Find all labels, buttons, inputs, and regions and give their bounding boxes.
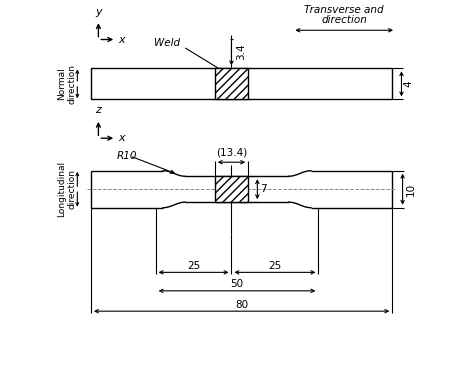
Text: Normal
direction: Normal direction xyxy=(57,64,77,104)
Text: direction: direction xyxy=(321,15,367,25)
Bar xyxy=(215,176,248,202)
Text: z: z xyxy=(95,105,101,115)
Text: y: y xyxy=(95,7,102,17)
Text: 50: 50 xyxy=(230,279,244,289)
Text: 3.4: 3.4 xyxy=(236,43,246,60)
Text: Weld: Weld xyxy=(154,38,180,48)
Text: Longitudinal
direction: Longitudinal direction xyxy=(57,161,77,217)
Text: 25: 25 xyxy=(187,261,200,271)
Bar xyxy=(91,68,392,99)
Text: (13.4): (13.4) xyxy=(216,147,247,157)
Text: 7: 7 xyxy=(260,184,267,194)
Text: x: x xyxy=(118,133,125,143)
Text: 25: 25 xyxy=(268,261,282,271)
Text: R10: R10 xyxy=(117,151,137,161)
Text: 4: 4 xyxy=(403,81,413,87)
Bar xyxy=(215,68,248,99)
Text: 80: 80 xyxy=(235,299,248,309)
Text: Transverse and: Transverse and xyxy=(304,6,384,16)
Text: x: x xyxy=(118,35,125,45)
Text: 10: 10 xyxy=(406,183,416,196)
